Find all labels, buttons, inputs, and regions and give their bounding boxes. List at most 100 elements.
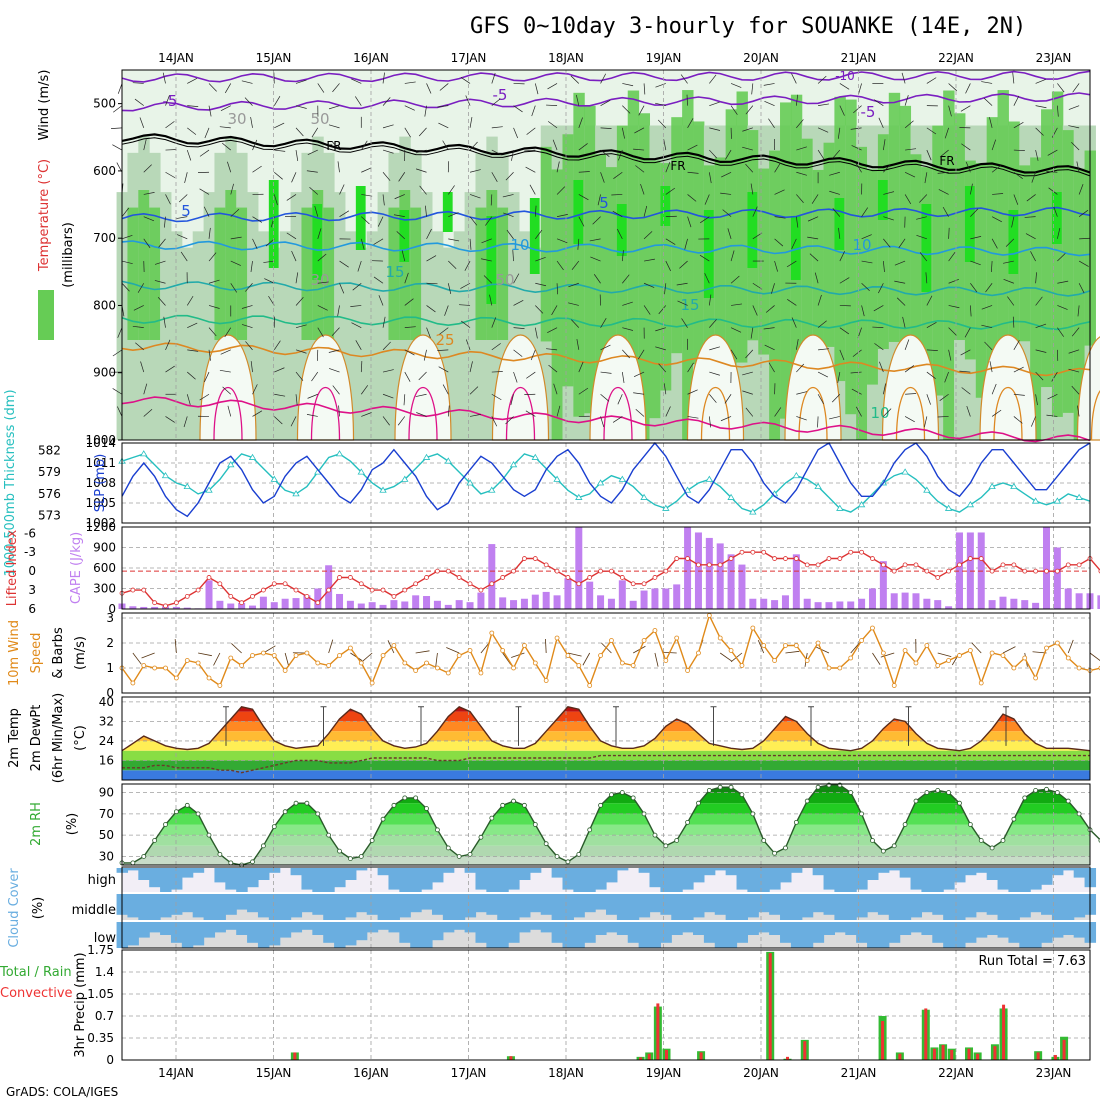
wind-barb	[491, 317, 497, 328]
cloud-high-bar	[856, 868, 868, 890]
wind-barb	[600, 318, 607, 328]
temp-tick-32: 32	[99, 714, 114, 728]
wind-barbs-label: & Barbs	[51, 627, 66, 679]
wind-barb	[332, 141, 340, 151]
rh2m-point	[271, 824, 277, 830]
wind-barb	[426, 305, 436, 313]
cloud-middle-bar	[518, 894, 531, 918]
wind-barb	[329, 368, 340, 373]
wind-barb	[274, 367, 285, 373]
lifted-index-point	[772, 556, 777, 561]
wind-speed-point	[826, 665, 832, 671]
wind-barb	[883, 216, 894, 221]
cloud-high-bar	[1062, 868, 1075, 871]
wind-barb	[786, 260, 797, 268]
temperature-axis-label: Temperature (°C)	[37, 159, 52, 272]
cloud-middle-bar	[910, 894, 923, 918]
surface-barb	[545, 638, 547, 654]
wind-barb	[730, 327, 742, 333]
wind-barb	[513, 327, 525, 329]
wind-barb	[208, 252, 217, 262]
wind-barb	[763, 327, 775, 330]
cloud-low-bar	[638, 922, 651, 948]
wind-barb	[855, 162, 862, 173]
rh-column-green	[399, 190, 411, 340]
wind-barb	[1078, 260, 1089, 267]
wind-barb	[245, 341, 253, 351]
rh-column-green	[214, 207, 226, 340]
wind-barb	[883, 238, 891, 248]
wind-barb	[199, 188, 210, 195]
lifted-index-point	[413, 581, 419, 587]
wind-barb	[829, 171, 840, 176]
cape-label: CAPE (J/kg)	[69, 532, 84, 604]
wind-barb	[117, 83, 123, 94]
wind-barb	[360, 238, 365, 250]
rh2m-point	[1000, 838, 1006, 843]
wind-barb	[505, 416, 514, 425]
cloud-low-bar	[225, 922, 237, 930]
contour-label: 5	[181, 202, 191, 220]
rh2m-point	[424, 806, 429, 811]
cape-bar	[423, 596, 431, 609]
wind-barb	[311, 127, 319, 138]
thickness-point	[292, 490, 300, 497]
wind-barb	[373, 238, 384, 245]
wind-barb	[926, 127, 937, 135]
wind-barb	[687, 144, 698, 151]
wind-barb	[578, 387, 589, 395]
precip-conv-bar	[665, 1049, 668, 1060]
lifted-index-point	[304, 593, 310, 599]
rh-column-bright	[1008, 210, 1019, 274]
wind-axis-label: Wind (m/s)	[37, 70, 52, 141]
wind-speed-label: Speed	[29, 633, 44, 674]
wind-barb	[1079, 237, 1091, 240]
wind-speed-point	[391, 643, 397, 648]
lifted-index-point	[217, 581, 223, 587]
cloud-high-bar	[181, 868, 194, 878]
wind-barb	[357, 260, 362, 272]
isotherm-5	[121, 280, 1091, 297]
cloud-low-bar	[344, 922, 357, 946]
wind-barb	[677, 300, 688, 306]
wind-barb	[491, 72, 496, 84]
cape-tick-900: 900	[93, 541, 116, 555]
wind-speed-point	[598, 653, 603, 658]
wind-barb	[622, 349, 630, 359]
cloud-middle-bar	[475, 894, 487, 913]
wind-barb	[502, 194, 514, 198]
rh-column	[366, 231, 379, 440]
rh2m-point	[619, 790, 625, 795]
cape-bar	[281, 598, 289, 609]
wind-barb	[985, 283, 993, 293]
top-date-label-22JAN: 22JAN	[938, 51, 974, 65]
wind-barb	[752, 206, 758, 217]
thickness-axis-label: 1000-500mb Thickness (dm)	[3, 389, 18, 576]
rh-column-green	[845, 99, 857, 415]
cloud-middle-bar	[181, 894, 194, 913]
wind-barb	[905, 393, 917, 395]
lifted-index-point	[967, 556, 973, 561]
cloud-middle-bar	[344, 894, 357, 918]
cloud-high-bar	[747, 868, 759, 892]
li-tick--3: -3	[24, 545, 36, 559]
wind-unit-label: (m/s)	[73, 636, 88, 670]
cloud-middle-bar	[1073, 894, 1086, 918]
wind-barb	[350, 305, 362, 307]
rh2m-point	[511, 798, 516, 804]
wind-barb	[1076, 161, 1080, 173]
lifted-index-point	[750, 549, 756, 555]
rh-column-green	[649, 160, 661, 419]
wind-barb	[317, 83, 325, 93]
rh2m-point	[783, 845, 788, 851]
cloud-low-bar	[192, 922, 205, 946]
wind-barb	[926, 349, 938, 351]
cloud-low-bar	[975, 922, 988, 938]
wind-barb	[556, 161, 560, 173]
wind-barb	[948, 251, 956, 262]
thickness-point	[727, 493, 735, 500]
thickness-point	[401, 475, 409, 482]
cape-bar	[705, 537, 713, 609]
